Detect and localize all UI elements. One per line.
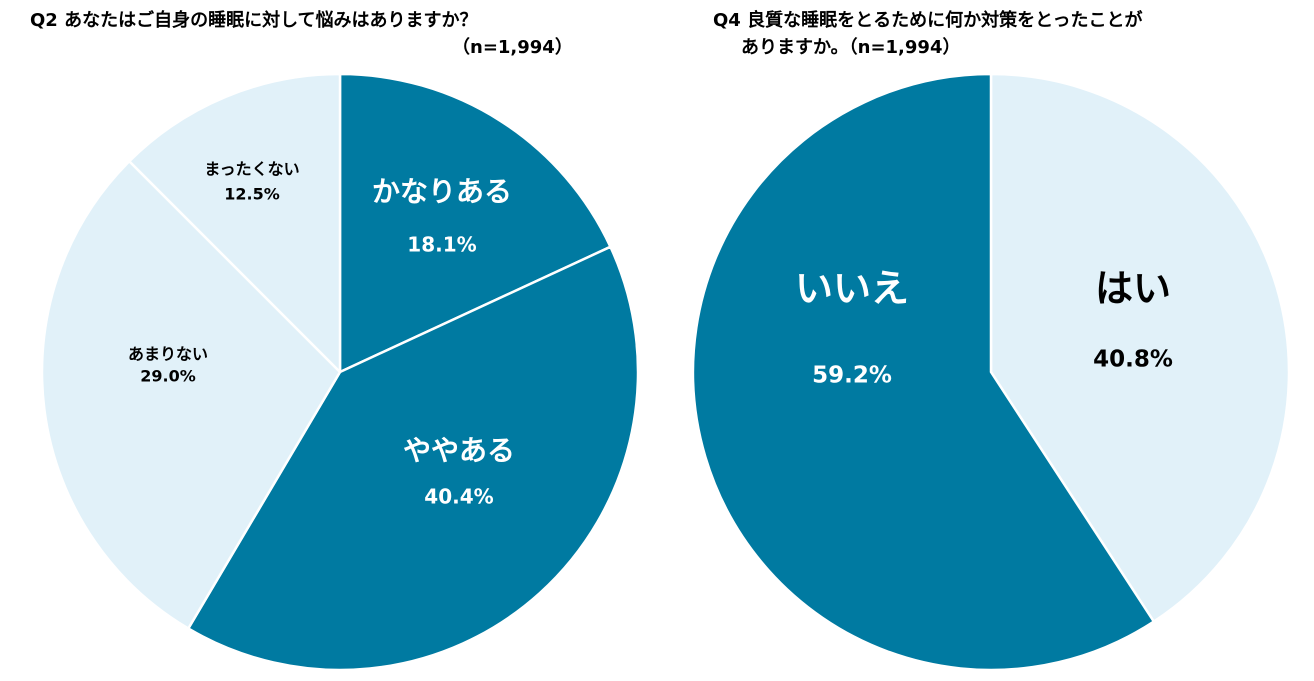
q2-pie-slice-3 bbox=[40, 160, 342, 630]
q4-slice-1-value-label: 40.8% bbox=[1093, 347, 1173, 373]
q4-pie-chart: はい 40.8% いいえ 59.2% bbox=[691, 72, 1291, 672]
q2-pie-chart: かなりある 18.1% ややある 40.4% あまりない 29.0% まったくない 12.5% bbox=[40, 72, 640, 672]
q4-slice-2-value-label: 59.2% bbox=[812, 363, 892, 389]
q4-chart-subtitle: ありますか。（n=1,994） bbox=[741, 37, 961, 58]
q2-slice-3-value-label: 29.0% bbox=[140, 367, 196, 386]
q2-slice-1-label: かなりある bbox=[372, 175, 512, 208]
q2-chart-subtitle: （n=1,994） bbox=[452, 37, 573, 58]
q4-chart-title: Q4 良質な睡眠をとるために何か対策をとったことが bbox=[713, 10, 1143, 31]
q4-slice-2-label: いいえ bbox=[795, 267, 909, 311]
q2-chart-title: Q2 あなたはご自身の睡眠に対して悩みはありますか？ bbox=[30, 10, 478, 31]
q2-slice-2-value-label: 40.4% bbox=[424, 485, 493, 509]
q2-pie-slice-2 bbox=[187, 245, 640, 672]
q2-pie-slice-1 bbox=[338, 72, 612, 374]
q2-slice-3-label: あまりない bbox=[128, 345, 208, 364]
q2-pie-slice-4 bbox=[128, 72, 342, 374]
q2-slice-2-label: ややある bbox=[403, 434, 515, 467]
q2-slice-1-value-label: 18.1% bbox=[407, 233, 476, 257]
q4-slice-1-label: はい bbox=[1095, 267, 1171, 311]
q4-pie-slice-2 bbox=[691, 72, 1156, 672]
q2-slice-4-label: まったくない bbox=[204, 160, 299, 179]
q2-slice-4-value-label: 12.5% bbox=[224, 185, 280, 204]
